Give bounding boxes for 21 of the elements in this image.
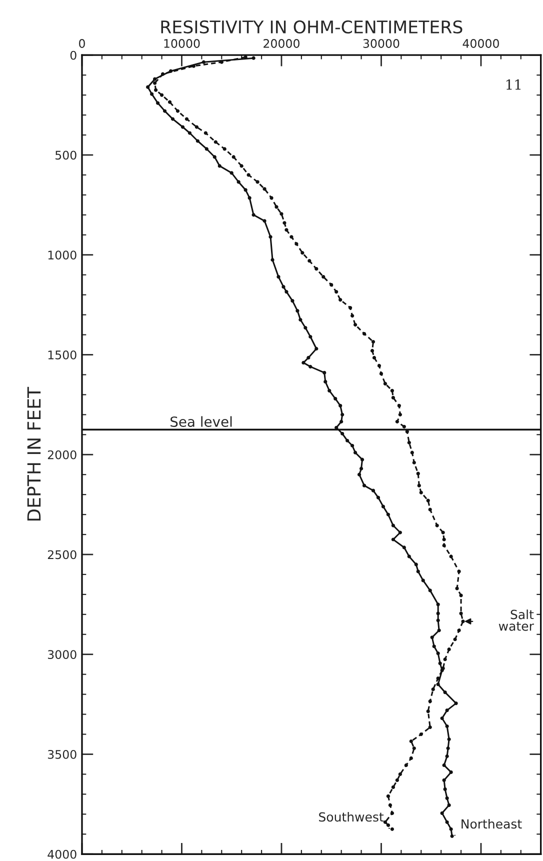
series-label: Southwest bbox=[319, 812, 384, 822]
x-tick-label: 0 bbox=[79, 39, 85, 48]
y-tick-label: 0 bbox=[70, 50, 76, 60]
y-tick-label: 500 bbox=[56, 150, 76, 160]
x-tick-label: 30000 bbox=[363, 39, 400, 48]
series-label: Northeast bbox=[462, 818, 522, 829]
y-tick-label: 2500 bbox=[48, 550, 76, 560]
ref-line-label: Sea level bbox=[170, 416, 232, 427]
y-tick-label: 2000 bbox=[48, 450, 76, 460]
y-axis-title: DEPTH IN FEET bbox=[27, 386, 41, 521]
x-axis-title: RESISTIVITY IN OHM-CENTIMETERS bbox=[161, 20, 462, 34]
y-tick-label: 3500 bbox=[48, 750, 76, 759]
y-tick-label: 1500 bbox=[48, 350, 76, 360]
x-tick-label: 40000 bbox=[462, 39, 499, 48]
x-tick-label: 20000 bbox=[264, 39, 300, 48]
y-tick-label: 3000 bbox=[48, 650, 76, 660]
annotation: Salt water bbox=[498, 610, 534, 631]
y-tick-label: 4000 bbox=[48, 850, 76, 859]
x-tick-label: 10000 bbox=[164, 39, 200, 48]
y-tick-label: 1000 bbox=[48, 250, 76, 260]
annotation: 11 bbox=[506, 79, 520, 90]
